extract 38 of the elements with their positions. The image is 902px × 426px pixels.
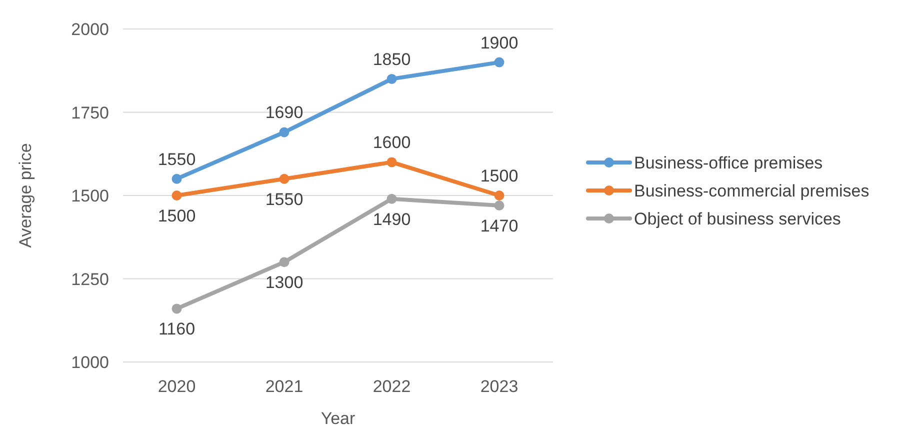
data-label: 1500 bbox=[480, 166, 518, 186]
data-label: 1500 bbox=[158, 206, 196, 226]
y-tick-label: 1750 bbox=[71, 103, 109, 122]
x-axis-title: Year bbox=[320, 409, 356, 426]
data-label: 1850 bbox=[372, 50, 411, 69]
x-tick-label: 2023 bbox=[480, 377, 518, 396]
point bbox=[494, 200, 504, 210]
point bbox=[494, 57, 504, 68]
legend-label: Object of business services bbox=[634, 210, 841, 228]
point bbox=[172, 190, 182, 200]
data-label: 1160 bbox=[158, 320, 196, 339]
data-label: 1470 bbox=[480, 216, 518, 236]
data-label: 1900 bbox=[480, 33, 518, 52]
y-tick-label: 1000 bbox=[71, 353, 109, 372]
x-tick-label: 2022 bbox=[372, 377, 411, 396]
data-label: 1550 bbox=[158, 150, 196, 169]
data-label: 1550 bbox=[265, 190, 304, 209]
x-tick-label: 2020 bbox=[158, 377, 196, 396]
data-label: 1690 bbox=[265, 103, 304, 122]
data-label: 1600 bbox=[372, 133, 411, 152]
point bbox=[279, 257, 290, 268]
data-label: 1490 bbox=[372, 210, 411, 229]
y-tick-label: 1250 bbox=[71, 270, 109, 289]
y-tick-label: 1500 bbox=[71, 186, 109, 206]
point bbox=[386, 194, 397, 204]
point bbox=[279, 174, 290, 184]
point bbox=[386, 157, 397, 168]
data-label: 1300 bbox=[265, 273, 304, 292]
legend-label: Business-office premises bbox=[634, 154, 823, 172]
point bbox=[386, 74, 397, 84]
y-axis-title: Average price bbox=[16, 143, 35, 248]
point bbox=[172, 174, 182, 184]
y-tick-label: 2000 bbox=[71, 20, 109, 39]
point bbox=[172, 304, 182, 314]
point bbox=[494, 190, 504, 200]
x-tick-label: 2021 bbox=[265, 377, 304, 396]
point bbox=[279, 127, 290, 138]
legend-label: Business-commercial premises bbox=[634, 182, 870, 200]
